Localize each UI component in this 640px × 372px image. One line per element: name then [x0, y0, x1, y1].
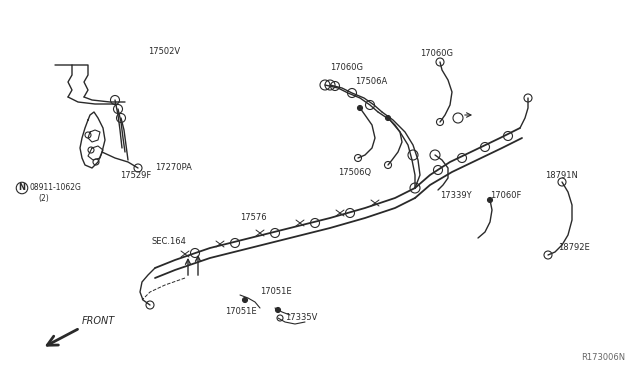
Text: 18791N: 18791N: [545, 170, 578, 180]
Circle shape: [385, 115, 390, 121]
Text: SEC.164: SEC.164: [152, 237, 187, 247]
Text: 17339Y: 17339Y: [440, 190, 472, 199]
Text: 17051E: 17051E: [260, 288, 292, 296]
Text: 17529F: 17529F: [120, 170, 151, 180]
Text: 17506Q: 17506Q: [338, 167, 371, 176]
Text: 17060G: 17060G: [330, 64, 363, 73]
Text: 17051E: 17051E: [225, 308, 257, 317]
Text: (2): (2): [38, 193, 49, 202]
Text: N: N: [19, 183, 26, 192]
Text: FRONT: FRONT: [82, 316, 115, 326]
Text: 18792E: 18792E: [558, 244, 589, 253]
Text: 17060G: 17060G: [420, 49, 453, 58]
Text: 17335V: 17335V: [285, 314, 317, 323]
Circle shape: [488, 198, 493, 202]
Text: 17506A: 17506A: [355, 77, 387, 87]
Circle shape: [243, 298, 248, 302]
Text: 17576: 17576: [240, 214, 267, 222]
Text: R173006N: R173006N: [581, 353, 625, 362]
Text: 17060F: 17060F: [490, 190, 522, 199]
Text: 17270PA: 17270PA: [155, 164, 192, 173]
Text: 08911-1062G: 08911-1062G: [30, 183, 82, 192]
Text: 17502V: 17502V: [148, 48, 180, 57]
Circle shape: [358, 106, 362, 110]
Circle shape: [275, 308, 280, 312]
